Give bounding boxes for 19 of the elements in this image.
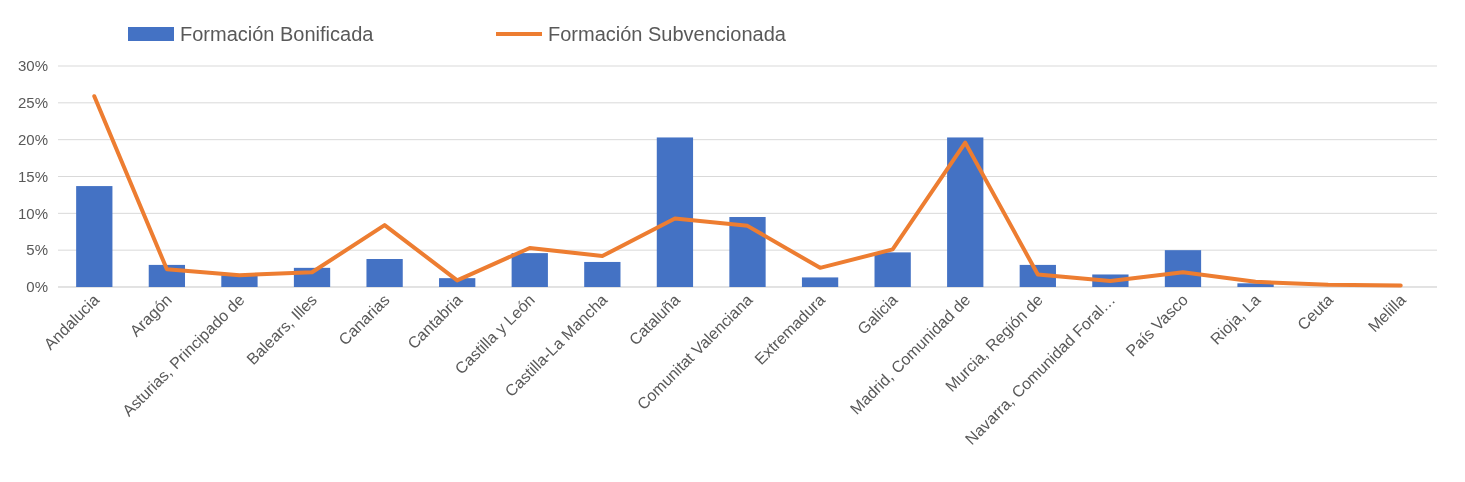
y-tick-label: 20% xyxy=(17,130,48,148)
y-tick-label: 25% xyxy=(17,94,48,112)
line-series xyxy=(92,94,1403,288)
y-tick-label: 10% xyxy=(17,204,48,222)
bar xyxy=(947,137,984,287)
legend-label: Formación Bonificada xyxy=(180,23,375,45)
bar xyxy=(801,277,839,287)
bar xyxy=(729,217,766,287)
bar xyxy=(511,253,548,287)
bar xyxy=(656,137,694,287)
bar xyxy=(366,259,403,287)
legend-label: Formación Subvencionada xyxy=(548,23,787,45)
bar xyxy=(584,261,621,287)
bar xyxy=(874,252,911,287)
y-tick-label: 30% xyxy=(17,57,48,75)
bar xyxy=(76,186,113,287)
y-tick-label: 0% xyxy=(26,278,48,296)
y-tick-label: 5% xyxy=(26,241,48,259)
y-tick-label: 15% xyxy=(17,167,48,185)
